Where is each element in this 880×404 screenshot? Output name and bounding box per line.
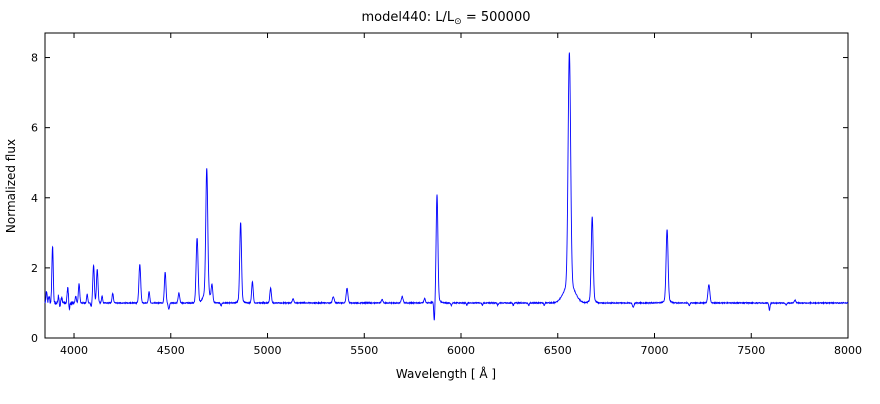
y-tick-label: 2 — [31, 262, 38, 275]
x-tick-label: 4000 — [60, 344, 88, 357]
x-tick-label: 7000 — [641, 344, 669, 357]
x-tick-label: 8000 — [834, 344, 862, 357]
x-tick-label: 6000 — [447, 344, 475, 357]
x-tick-label: 6500 — [544, 344, 572, 357]
chart-title: model440: L/L⊙ = 500000 — [361, 10, 530, 27]
plot-frame — [44, 32, 849, 339]
x-tick-label: 4500 — [157, 344, 185, 357]
y-axis-ticks: 0 2 4 6 8 — [31, 52, 848, 345]
x-tick-label: 5000 — [254, 344, 282, 357]
x-axis-ticks: 4000 4500 5000 5500 6000 6500 7000 7500 8000 — [60, 33, 862, 357]
y-axis-label: Normalized flux — [4, 139, 18, 233]
y-tick-label: 6 — [31, 122, 38, 135]
y-tick-label: 0 — [31, 332, 38, 345]
y-tick-label: 8 — [31, 52, 38, 65]
x-axis-label: Wavelength [ Å ] — [396, 366, 496, 381]
y-tick-label: 4 — [31, 192, 38, 205]
spectrum-line — [44, 52, 849, 321]
x-tick-label: 5500 — [350, 344, 378, 357]
x-tick-label: 7500 — [737, 344, 765, 357]
